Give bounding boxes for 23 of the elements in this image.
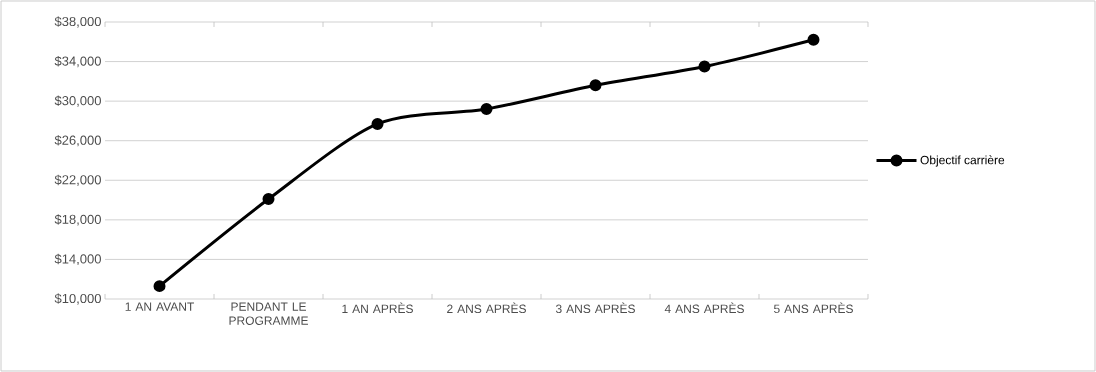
y-tick-label: $22,000 bbox=[54, 174, 101, 186]
x-tick-label: PENDANT LE PROGRAMME bbox=[229, 302, 308, 325]
x-tick-label: 4 ANS APRÈS bbox=[664, 302, 744, 314]
point bbox=[371, 117, 384, 130]
y-tick-label: $34,000 bbox=[54, 55, 101, 68]
y-tick-label: $14,000 bbox=[54, 253, 101, 266]
y-tick-label: $38,000 bbox=[54, 16, 101, 28]
point bbox=[153, 280, 166, 293]
x-tick-label: 3 ANS APRÈS bbox=[555, 302, 635, 314]
x-tick-label: 5 ANS APRÈS bbox=[773, 302, 853, 314]
y-tick-label: $18,000 bbox=[54, 214, 101, 226]
y-tick-label: $30,000 bbox=[54, 95, 101, 107]
x-tick-label: 1 AN AVANT bbox=[125, 302, 195, 311]
y-tick-label: $26,000 bbox=[54, 135, 101, 147]
x-tick-label: 1 AN APRÈS bbox=[342, 302, 413, 314]
point bbox=[480, 103, 493, 116]
point bbox=[262, 193, 275, 206]
legend-label: Objectif carrière bbox=[920, 155, 1005, 167]
point bbox=[807, 33, 820, 46]
y-tick-label: $10,000 bbox=[54, 293, 101, 305]
x-tick-label: 2 ANS APRÈS bbox=[447, 302, 526, 314]
point bbox=[698, 60, 711, 73]
point bbox=[589, 79, 602, 92]
